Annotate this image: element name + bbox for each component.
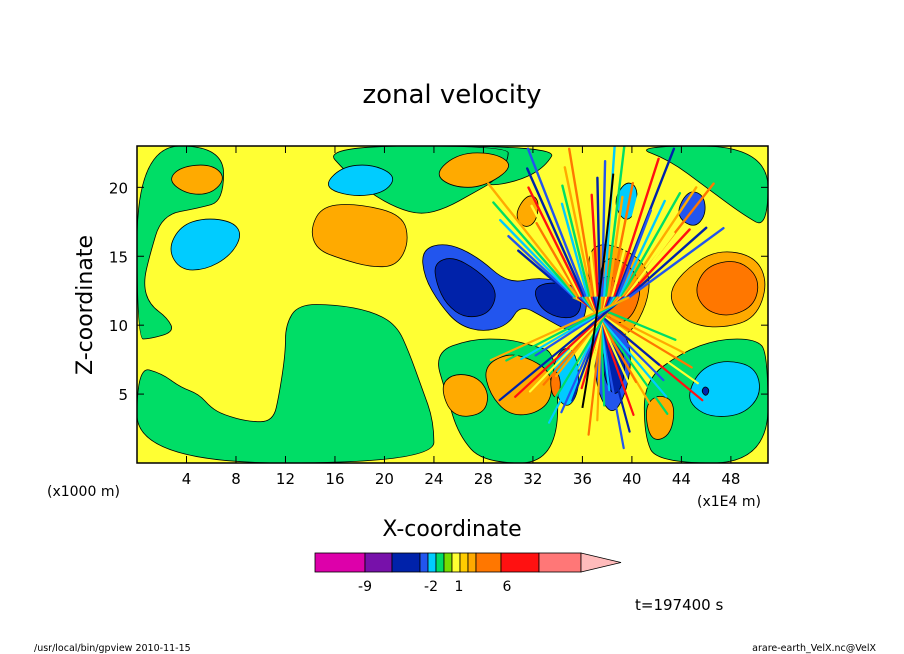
plot-area [136,145,769,464]
x-tick-label: 8 [231,470,241,488]
contour-streak-upper-22 [610,168,647,299]
contour-streak-upper-18 [602,146,616,299]
contour-region-orange-10 [171,164,223,195]
plot-frame [136,145,769,464]
y-tick-label: 20 [109,179,128,197]
contour-region-dark-blue-31 [701,386,710,396]
x-tick-label: 44 [672,470,691,488]
contour-streak-upper-33 [627,226,725,299]
chart-title: zonal velocity [362,80,541,110]
colorbar-swatch [364,552,393,573]
y-axis-label: Z-coordinate [73,235,98,375]
x-tick-label: 4 [182,470,192,488]
contour-core-line [581,173,615,409]
contour-streak-upper-12 [563,166,593,299]
contour-streak-upper-10 [560,202,590,299]
contour-streak-upper-26 [618,199,666,299]
contour-streak-upper-0 [517,249,575,299]
contour-streak-upper-11 [561,184,592,299]
x-tick-label: 16 [325,470,344,488]
y-tick-label: 10 [109,317,128,335]
contour-streak-upper-1 [507,234,576,299]
x-unit-right: (x1E4 m) [697,494,761,510]
contour-region-orange-12 [442,374,488,417]
contour-streak-upper-5 [535,221,581,299]
contour-streak-upper-14 [576,146,597,299]
contour-streak-upper-21 [608,181,634,299]
colorbar-label: 1 [455,579,464,595]
x-tick-label: 40 [622,470,641,488]
contour-streak-upper-27 [619,191,682,299]
contour-region-orange-19 [438,152,509,188]
contour-streak-upper-6 [530,204,583,299]
colorbar-label: 6 [503,579,512,595]
contour-streak-upper-2 [499,218,577,299]
colorbar-swatch [467,552,477,573]
colorbar: -9 -2 1 6 [314,552,622,595]
contour-streak-upper-7 [527,186,584,299]
colorbar-swatch [475,552,502,573]
contour-streak-upper-15 [590,193,600,299]
colorbar-arrow [580,552,622,573]
colorbar-swatch [500,552,540,573]
colorbar-swatch [419,552,429,573]
colorbar-swatch [435,552,445,573]
contour-region-light-blue-9 [689,361,760,417]
contour-region-orange-11 [311,204,408,268]
contour-region-green-1 [137,304,435,463]
contour-streak-upper-28 [621,186,698,299]
file-label: arare-earth_VelX.nc@VelX [752,643,876,654]
x-tick-label: 48 [721,470,740,488]
contour-streak-upper-9 [526,147,588,299]
contour-streak-upper-32 [626,226,708,299]
contour-streak-upper-30 [624,232,675,299]
colorbar-swatch [451,552,461,573]
contour-region-dark-orange-14 [696,261,759,316]
contour-streak-upper-31 [625,228,691,299]
colorbar-swatch [443,552,453,573]
x-tick-label: 28 [474,470,493,488]
x-tick-label: 36 [573,470,592,488]
contour-streak-lower-29 [498,296,626,402]
contour-region-light-blue-8 [328,164,394,196]
colorbar-swatch [427,552,437,573]
contour-streak-lower-24 [534,296,617,433]
contour-streak-upper-4 [487,182,580,299]
y-tick-label: 5 [118,386,128,404]
colorbar-label: -9 [358,579,372,595]
contour-region-orange-29 [516,195,539,227]
x-tick-label: 12 [276,470,295,488]
contour-region-light-blue-7 [170,218,241,271]
colorbar-swatch [391,552,421,573]
x-tick-label: 32 [523,470,542,488]
colorbar-swatch [459,552,469,573]
contour-streak-upper-8 [526,167,586,299]
contour-streak-upper-25 [616,209,652,299]
contour-region-dark-blue-22 [434,258,496,318]
contour-streak-upper-19 [604,146,626,299]
contour-streak-upper-16 [596,176,602,299]
colorbar-label: -2 [424,579,438,595]
contour-region-blue-26 [678,191,706,226]
x-tick-label: 20 [375,470,394,488]
contour-streak-upper-13 [568,147,595,299]
x-axis-label: X-coordinate [382,517,521,542]
colorbar-swatch [538,552,582,573]
time-label: t=197400 s [635,596,723,614]
contour-streak-upper-20 [606,195,624,299]
x-tick-label: 24 [424,470,443,488]
program-label: /usr/local/bin/gpview 2010-11-15 [34,643,191,654]
colorbar-swatch [314,552,366,573]
contour-streak-upper-23 [612,157,660,299]
contour-streak-lower-33 [489,296,630,362]
contour-streak-upper-3 [492,201,578,299]
y-tick-label: 15 [109,248,128,266]
x-unit-left: (x1000 m) [47,484,120,500]
